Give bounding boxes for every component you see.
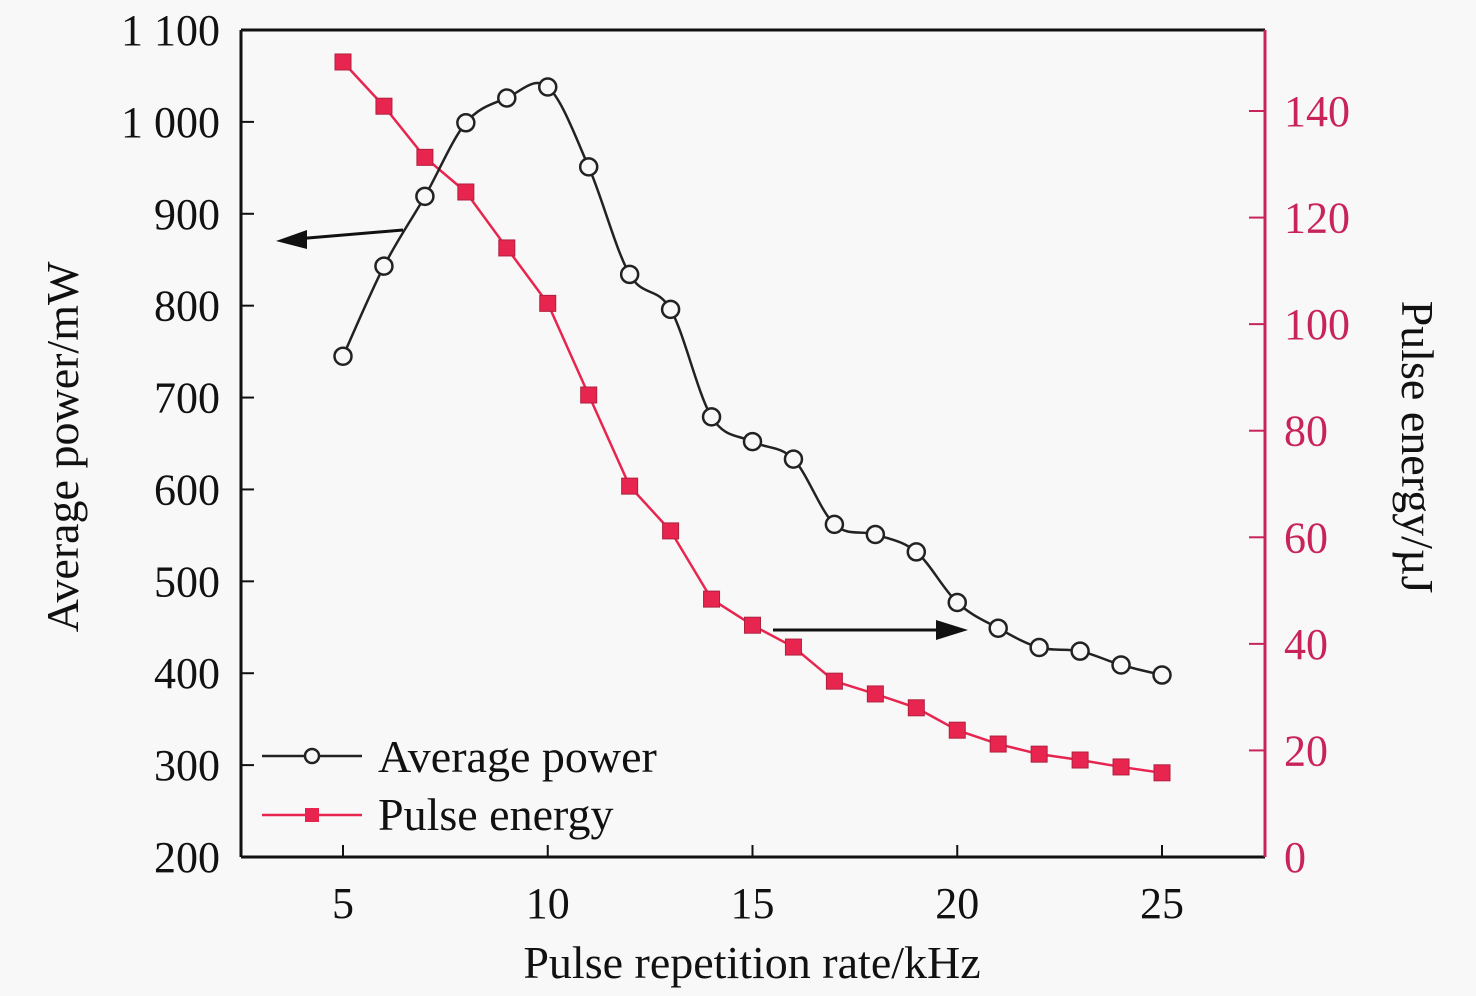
y-axis-label-left: Average power/mW (37, 261, 88, 632)
average-power-point (415, 186, 435, 207)
pulse-energy-point (907, 699, 925, 717)
pulse-energy-point (334, 53, 352, 71)
average-power-point (374, 256, 394, 276)
x-tick-label: 15 (731, 879, 775, 928)
average-power-point (619, 264, 640, 285)
y-tick-label-left: 1 100 (121, 6, 220, 55)
pulse-energy-point (1153, 764, 1171, 782)
y-tick-label-left: 400 (154, 649, 220, 698)
average-power-point (1111, 655, 1131, 675)
y-tick-label-left: 900 (154, 190, 220, 239)
average-power-point (333, 346, 353, 366)
y-tick-label-right: 40 (1284, 620, 1328, 669)
pulse-energy-point (498, 239, 516, 257)
y-tick-label-right: 60 (1284, 513, 1328, 562)
average-power-point (701, 407, 722, 427)
y-tick-label-right: 120 (1284, 194, 1350, 243)
pulse-energy-point (375, 97, 393, 115)
average-power-point (742, 431, 763, 452)
y-tick-label-left: 300 (154, 741, 220, 790)
pulse-energy-point (457, 183, 475, 201)
average-power-point (497, 88, 517, 108)
pulse-energy-point (784, 638, 802, 656)
average-power-line (341, 81, 1163, 677)
arrow-left-icon (276, 230, 307, 249)
y-tick-label-right: 80 (1284, 407, 1328, 456)
y-tick-label-left: 1 000 (121, 98, 220, 147)
series-layer (333, 53, 1172, 782)
x-tick-label: 25 (1140, 879, 1184, 928)
pulse-energy-point (662, 522, 680, 540)
legend: Average power Pulse energy (262, 731, 657, 840)
pulse-energy-point (866, 685, 884, 703)
legend-marker-average-power (303, 747, 321, 765)
average-power-point (988, 618, 1008, 638)
pulse-energy-point (948, 721, 966, 739)
x-tick-label: 5 (332, 879, 354, 928)
average-power-point (1029, 637, 1049, 658)
pulse-energy-point (1112, 758, 1130, 776)
y-tick-label-right: 140 (1284, 87, 1350, 136)
average-power-point (1152, 665, 1172, 685)
y-axis-label-right: Pulse energy/µJ (1392, 301, 1443, 594)
pulse-energy-point (621, 477, 639, 495)
y-tick-label-left: 500 (154, 557, 220, 606)
arrow-left-shaft (295, 228, 404, 241)
pulse-energy-point (1071, 751, 1089, 769)
pulse-energy-point (580, 386, 598, 404)
pulse-energy-point (744, 616, 761, 634)
average-power-point (660, 299, 681, 320)
y-tick-label-right: 20 (1284, 726, 1328, 775)
y-tick-label-left: 800 (154, 282, 220, 331)
legend-marker-pulse-energy (305, 808, 319, 822)
x-tick-label: 10 (526, 879, 570, 928)
arrow-right-icon (936, 620, 968, 640)
y-tick-label-right: 100 (1284, 300, 1350, 349)
average-power-point (824, 514, 845, 535)
legend-label-average-power: Average power (378, 731, 657, 782)
average-power-point (538, 77, 558, 97)
average-power-point (783, 449, 804, 469)
average-power-point (906, 542, 927, 562)
average-power-point (456, 113, 476, 133)
x-axis-label: Pulse repetition rate/kHz (523, 937, 980, 988)
pulse-energy-point (989, 735, 1007, 753)
average-power-point (947, 592, 967, 613)
legend-label-pulse-energy: Pulse energy (378, 789, 614, 840)
x-tick-label: 20 (935, 879, 979, 928)
annotation-arrows (276, 228, 968, 640)
pulse-energy-point (1030, 745, 1048, 763)
y-tick-label-left: 600 (154, 465, 220, 514)
pulse-energy-point (539, 294, 557, 312)
average-power-point (865, 524, 886, 545)
pulse-energy-line (342, 61, 1163, 775)
average-power-point (1070, 641, 1090, 661)
pulse-energy-point (825, 672, 843, 690)
y-tick-label-left: 200 (154, 833, 220, 882)
pulse-energy-point (703, 590, 721, 608)
y-tick-label-left: 700 (154, 374, 220, 423)
y-tick-label-right: 0 (1284, 833, 1306, 882)
average-power-point (578, 157, 599, 177)
pulse-energy-point (416, 148, 434, 166)
